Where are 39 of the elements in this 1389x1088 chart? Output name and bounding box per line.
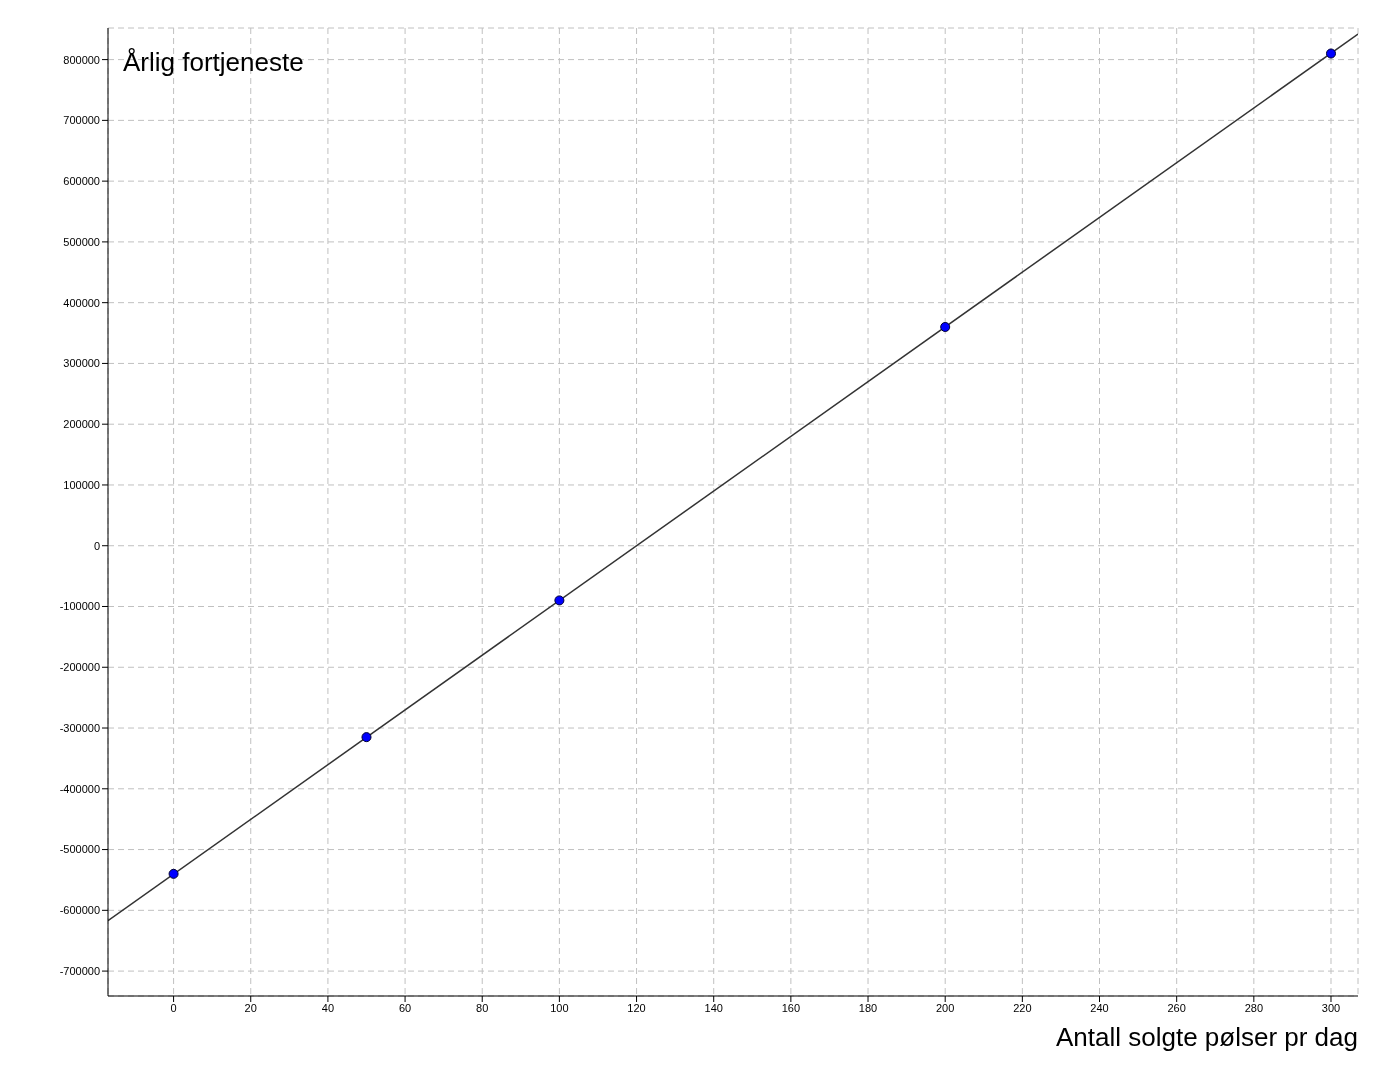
- y-tick-label: -100000: [59, 600, 100, 613]
- x-tick-label: 160: [781, 1001, 801, 1014]
- y-tick-label: -700000: [59, 964, 100, 977]
- x-tick-label: 140: [704, 1001, 723, 1014]
- y-tick-label: -400000: [59, 782, 100, 795]
- x-tick-label: 0: [170, 1001, 177, 1014]
- y-tick-label: 300000: [63, 357, 100, 370]
- y-tick-label: 0: [93, 539, 100, 552]
- y-tick-label: 700000: [63, 114, 100, 127]
- x-tick-label: 120: [627, 1001, 646, 1014]
- y-tick-label: 200000: [63, 418, 100, 431]
- x-tick-label: 200: [936, 1001, 955, 1014]
- y-tick-label: 600000: [63, 175, 100, 188]
- point: [361, 732, 372, 743]
- x-tick-label: 40: [321, 1001, 335, 1014]
- x-tick-label: 280: [1244, 1001, 1264, 1014]
- x-tick-label: 80: [476, 1001, 489, 1014]
- x-tick-label: 60: [398, 1001, 412, 1014]
- x-axis-title: Antall solgte pølser pr dag: [1055, 1022, 1358, 1052]
- x-tick-label: 20: [244, 1001, 257, 1014]
- y-tick-label: 100000: [63, 478, 100, 491]
- y-tick-label: -500000: [59, 843, 100, 856]
- y-tick-label: -600000: [59, 904, 100, 917]
- y-tick-label: 400000: [63, 296, 100, 309]
- point: [554, 595, 565, 606]
- y-tick-label: 500000: [63, 235, 100, 248]
- point: [168, 868, 179, 879]
- y-tick-label: -300000: [59, 721, 100, 734]
- point: [940, 321, 951, 332]
- x-tick-label: 100: [550, 1001, 569, 1014]
- x-tick-label: 180: [858, 1001, 878, 1014]
- x-tick-label: 240: [1090, 1001, 1109, 1014]
- y-tick-label: -200000: [59, 661, 100, 674]
- x-tick-label: 260: [1167, 1001, 1186, 1014]
- x-tick-label: 220: [1013, 1001, 1032, 1014]
- y-tick-label: 800000: [63, 53, 100, 66]
- point: [1325, 48, 1337, 59]
- y-axis-title: Årlig fortjeneste: [123, 47, 304, 78]
- x-tick-label: 300: [1321, 1001, 1341, 1014]
